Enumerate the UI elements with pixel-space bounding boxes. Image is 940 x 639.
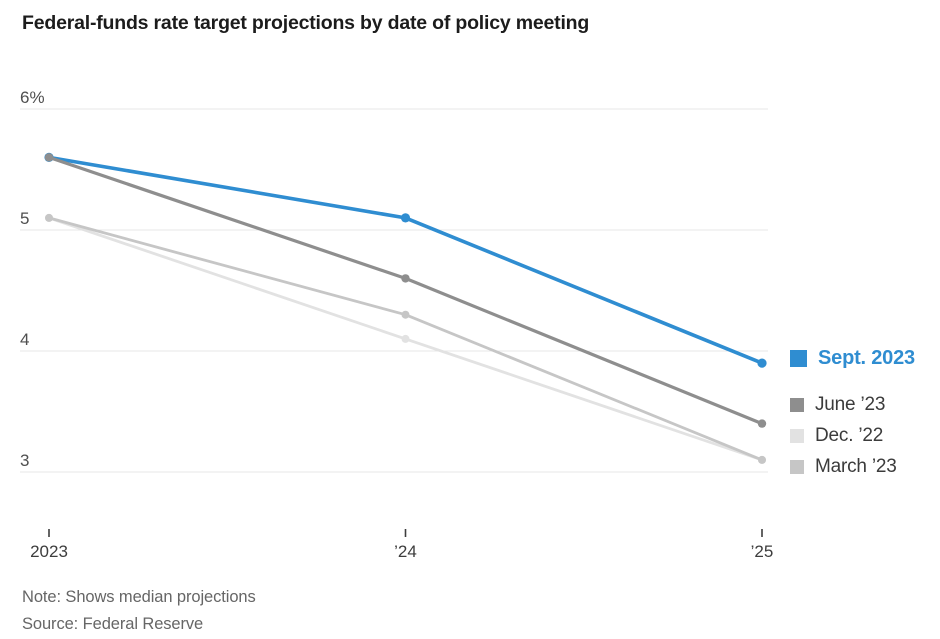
legend-label-sept-2023: Sept. 2023 — [818, 347, 915, 369]
chart-note: Note: Shows median projections — [22, 588, 256, 606]
series-line-sept-2023 — [47, 155, 764, 365]
data-point-dec-22 — [401, 334, 410, 343]
x-axis-label: ’24 — [394, 542, 417, 561]
series-line-june-23 — [47, 155, 764, 426]
legend-item-sept-2023: Sept. 2023 — [790, 347, 915, 370]
legend-item-march-23: March ’23 — [790, 456, 915, 478]
data-point-march-23 — [401, 310, 410, 319]
y-axis-label: 6% — [20, 88, 45, 107]
legend-swatch-dec-22-icon — [790, 429, 804, 443]
legend-item-dec-22: Dec. ’22 — [790, 425, 915, 447]
chart-footnote: Note: Shows median projections Source: F… — [22, 584, 256, 638]
data-point-march-23 — [758, 455, 766, 464]
legend-label-dec-22: Dec. ’22 — [815, 425, 884, 446]
data-point-march-23 — [45, 213, 53, 222]
y-axis-label: 5 — [20, 209, 29, 228]
legend-label-march-23: March ’23 — [815, 456, 897, 477]
legend-swatch-march-23-icon — [790, 460, 804, 474]
x-axis-label: 2023 — [30, 542, 68, 561]
data-point-sept-2023 — [757, 358, 767, 368]
legend-swatch-june-23-icon — [790, 398, 804, 412]
y-axis-label: 4 — [20, 330, 29, 349]
data-point-june-23 — [757, 419, 767, 428]
data-point-june-23 — [401, 274, 410, 283]
legend: Sept. 2023 June ’23 Dec. ’22 March ’23 — [790, 347, 915, 487]
legend-label-june-23: June ’23 — [815, 394, 886, 415]
chart-title: Federal-funds rate target projections by… — [22, 12, 590, 34]
legend-swatch-sept-2023-icon — [790, 350, 807, 367]
x-axis-label: ’25 — [751, 542, 774, 561]
legend-item-june-23: June ’23 — [790, 394, 915, 416]
data-point-june-23 — [44, 153, 54, 162]
data-point-sept-2023 — [400, 213, 411, 223]
chart-source: Source: Federal Reserve — [22, 615, 204, 633]
y-axis-label: 3 — [20, 451, 29, 470]
